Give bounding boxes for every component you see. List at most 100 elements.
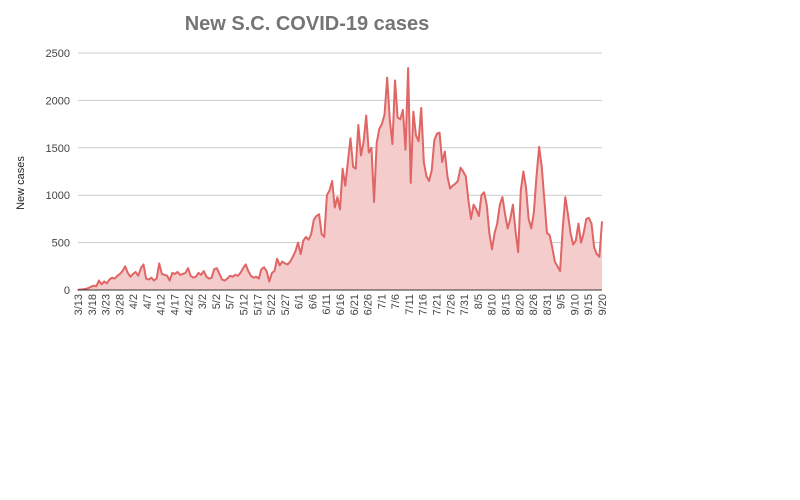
x-tick-label: 7/1: [376, 294, 388, 309]
series-area-fill: [78, 68, 602, 290]
y-axis-ticks: 0 500 1000 1500 2000 2500: [46, 48, 70, 297]
data-point: [522, 170, 525, 173]
data-point: [265, 270, 268, 272]
data-point: [161, 273, 163, 275]
x-tick-label: 4/7: [142, 294, 154, 309]
x-tick-label: 7/26: [445, 294, 457, 315]
data-point: [98, 279, 100, 282]
data-point: [402, 109, 404, 111]
data-point: [320, 233, 323, 235]
data-point: [436, 132, 438, 135]
data-point: [244, 263, 247, 266]
data-point: [286, 263, 289, 266]
data-point: [396, 116, 399, 119]
data-point: [134, 271, 137, 273]
data-point: [307, 238, 310, 241]
data-point: [111, 276, 113, 279]
data-point: [347, 161, 349, 163]
data-point: [218, 273, 221, 275]
data-point: [119, 273, 121, 275]
data-point: [268, 280, 271, 283]
data-point: [129, 275, 132, 278]
data-point: [451, 184, 454, 187]
data-point: [208, 277, 210, 280]
data-point: [299, 253, 302, 255]
x-tick-label: 5/7: [225, 294, 237, 309]
data-point: [260, 268, 263, 270]
data-point: [234, 274, 236, 276]
x-tick-label: 5/2: [211, 294, 223, 309]
x-tick-label: 6/26: [363, 294, 375, 315]
data-point: [250, 274, 252, 277]
data-point: [449, 187, 451, 190]
data-point: [302, 239, 305, 242]
data-point: [108, 278, 111, 281]
data-point: [407, 67, 409, 69]
x-tick-label: 7/31: [459, 294, 471, 315]
data-point: [480, 194, 483, 196]
x-tick-label: 4/22: [183, 294, 195, 315]
x-tick-label: 9/20: [597, 294, 609, 315]
data-point: [95, 285, 98, 288]
data-point: [166, 274, 168, 277]
x-tick-label: 7/21: [432, 294, 444, 315]
data-point: [197, 272, 200, 274]
data-point: [171, 272, 174, 274]
data-point: [488, 232, 491, 234]
data-point: [464, 175, 467, 178]
data-point: [349, 137, 352, 140]
data-point: [168, 279, 171, 282]
x-axis-ticks: 3/13 3/18 3/23 3/28 4/2 4/7 4/12 4/17 4/22 3/2 5/2…: [73, 294, 609, 315]
data-point: [263, 266, 265, 269]
data-point: [231, 275, 234, 278]
x-tick-label: 3/2: [197, 294, 209, 309]
y-tick-label: 1500: [46, 143, 70, 155]
data-point: [394, 79, 396, 82]
x-tick-label: 6/6: [307, 294, 319, 309]
data-point: [540, 165, 543, 168]
data-point: [467, 199, 470, 201]
x-tick-label: 9/5: [556, 294, 568, 309]
x-tick-label: 8/20: [514, 294, 526, 315]
data-point: [310, 233, 312, 235]
data-point: [247, 270, 250, 272]
data-point: [315, 215, 318, 217]
data-point: [572, 243, 574, 246]
data-point: [313, 219, 315, 221]
data-point: [491, 248, 493, 251]
series-area: [77, 67, 603, 291]
data-point: [373, 201, 375, 203]
data-point: [567, 213, 569, 215]
x-tick-label: 3/23: [101, 294, 113, 315]
data-point: [585, 218, 588, 220]
data-point: [113, 277, 116, 280]
data-point: [333, 206, 336, 209]
data-point: [470, 218, 472, 220]
data-point: [289, 260, 292, 263]
data-point: [357, 124, 360, 126]
data-point: [239, 272, 242, 274]
y-tick-label: 2500: [46, 48, 70, 60]
data-point: [444, 150, 446, 153]
data-point: [538, 146, 540, 148]
x-tick-label: 8/15: [500, 294, 512, 315]
data-point: [404, 148, 407, 151]
data-point: [525, 186, 527, 189]
data-point: [294, 250, 297, 252]
data-point: [564, 196, 567, 198]
data-point: [213, 268, 216, 270]
data-point: [210, 276, 213, 279]
data-point: [375, 142, 378, 144]
data-point: [459, 166, 462, 169]
y-tick-label: 500: [52, 238, 70, 250]
data-point: [551, 246, 554, 249]
data-point: [229, 274, 231, 277]
data-point: [318, 213, 320, 215]
data-point: [420, 107, 423, 109]
data-point: [297, 241, 299, 244]
data-point: [499, 203, 501, 206]
data-point: [257, 277, 260, 280]
data-point: [509, 218, 512, 220]
data-point: [336, 196, 339, 198]
x-tick-label: 6/16: [335, 294, 347, 315]
